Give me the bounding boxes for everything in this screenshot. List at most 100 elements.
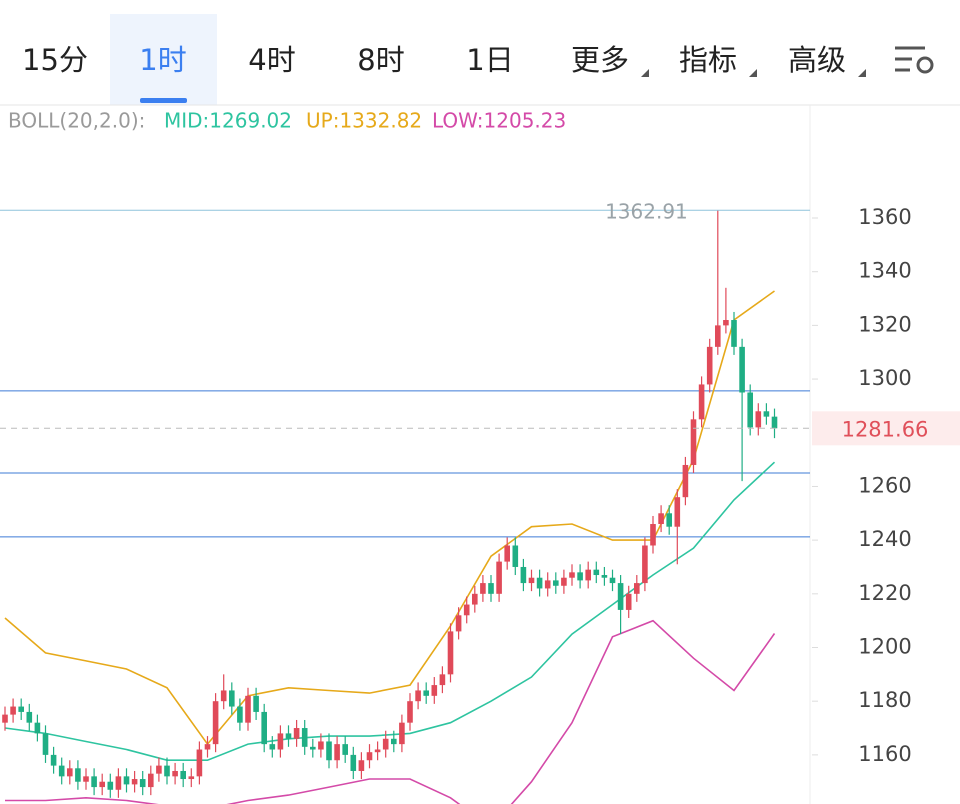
y-tick-label: 1160 bbox=[858, 742, 911, 766]
candle-body bbox=[407, 701, 413, 723]
candle-body bbox=[18, 706, 24, 712]
candle-body bbox=[253, 695, 259, 712]
candle-body bbox=[674, 497, 681, 527]
candle-body bbox=[156, 765, 162, 774]
y-tick-label: 1300 bbox=[858, 366, 911, 390]
candle-body bbox=[277, 733, 284, 750]
candle-body bbox=[220, 690, 227, 702]
candle-body bbox=[553, 580, 559, 586]
candle-body bbox=[666, 513, 672, 527]
candle-body bbox=[650, 524, 656, 546]
plot-area bbox=[0, 210, 810, 804]
candle-body bbox=[229, 690, 235, 707]
candle-body bbox=[504, 545, 510, 562]
candle-body bbox=[480, 583, 486, 594]
tab-label[interactable]: 高级 bbox=[788, 43, 846, 77]
candle-body bbox=[763, 411, 770, 417]
candle-body bbox=[706, 346, 713, 385]
candle-body bbox=[148, 773, 154, 788]
candle-body bbox=[472, 593, 478, 605]
candle-body bbox=[245, 695, 251, 723]
tab-label[interactable]: 8时 bbox=[357, 43, 404, 77]
candle-body bbox=[180, 770, 186, 780]
candle-body bbox=[67, 768, 73, 777]
candle-body bbox=[698, 384, 705, 420]
candle-body bbox=[771, 416, 778, 429]
candle-body bbox=[164, 765, 170, 777]
tab-bar: 15分 1时 4时 8时 1日 更多 指标 高级 bbox=[22, 14, 866, 105]
candle-body bbox=[107, 781, 114, 790]
candle-body bbox=[739, 346, 745, 393]
candle-body bbox=[50, 754, 57, 766]
y-tick-label: 1320 bbox=[858, 312, 911, 336]
candle-body bbox=[520, 566, 527, 584]
dropdown-caret bbox=[749, 69, 757, 77]
candle-body bbox=[690, 419, 697, 465]
candle-body bbox=[91, 776, 97, 788]
settings-icon[interactable] bbox=[895, 46, 934, 74]
candle-body bbox=[139, 779, 146, 788]
y-tick-label: 1220 bbox=[858, 581, 911, 605]
tab-label[interactable]: 指标 bbox=[679, 43, 737, 77]
candle-body bbox=[326, 741, 332, 761]
candle-body bbox=[196, 749, 203, 777]
candle-body bbox=[261, 711, 267, 745]
candle-body bbox=[318, 741, 324, 750]
candle-body bbox=[293, 728, 300, 739]
candle-body bbox=[609, 577, 616, 584]
candle-body bbox=[585, 569, 591, 581]
candle-body bbox=[99, 781, 105, 788]
candle-body bbox=[115, 776, 122, 790]
candle-body bbox=[75, 768, 81, 782]
tab-label[interactable]: 更多 bbox=[571, 43, 629, 77]
candle-body bbox=[131, 779, 138, 785]
candle-body bbox=[2, 714, 8, 723]
candle-body bbox=[544, 580, 551, 589]
tab-label[interactable]: 1时 bbox=[139, 43, 186, 77]
tab-label[interactable]: 4时 bbox=[248, 43, 295, 77]
candle-body bbox=[188, 776, 195, 780]
candle-body bbox=[26, 711, 33, 723]
candle-body bbox=[463, 604, 470, 616]
candle-body bbox=[34, 722, 41, 734]
candle-body bbox=[204, 744, 211, 750]
candle-body bbox=[58, 765, 65, 777]
band-line bbox=[5, 619, 776, 804]
tab-underline bbox=[140, 98, 187, 103]
candle-body bbox=[431, 685, 438, 696]
candle-body bbox=[601, 575, 608, 578]
candle-body bbox=[350, 754, 357, 771]
candle-body bbox=[625, 593, 632, 610]
candle-body bbox=[212, 701, 219, 745]
candle-body bbox=[42, 733, 49, 755]
candle-body bbox=[593, 569, 600, 576]
candle-body bbox=[528, 577, 535, 584]
candle-body bbox=[561, 577, 567, 586]
candle-body bbox=[342, 744, 348, 755]
tab-label[interactable]: 15分 bbox=[22, 43, 88, 77]
tab-label[interactable]: 1日 bbox=[466, 43, 513, 77]
candle-body bbox=[747, 392, 753, 428]
legend-entry: BOLL(20,2.0): bbox=[8, 109, 145, 133]
candle-body bbox=[237, 706, 243, 723]
indicator-legend: BOLL(20,2.0): MID:1269.02 UP:1332.82 LOW:12… bbox=[8, 109, 566, 133]
legend-entry: UP:1332.82 bbox=[306, 109, 422, 133]
candle-body bbox=[682, 464, 689, 498]
candle-body bbox=[488, 583, 494, 594]
candle-body bbox=[536, 577, 543, 589]
candle-body bbox=[285, 733, 292, 739]
candle-body bbox=[447, 631, 454, 675]
candle-body bbox=[715, 325, 721, 347]
band-line bbox=[4, 290, 775, 746]
y-tick-label: 1260 bbox=[858, 473, 911, 497]
last-price-label: 1281.66 bbox=[842, 417, 929, 441]
candle-body bbox=[577, 572, 583, 581]
y-tick-label: 1200 bbox=[858, 635, 911, 659]
candle-body bbox=[423, 690, 429, 696]
candle-body bbox=[399, 722, 405, 745]
candle-body bbox=[10, 706, 16, 715]
candle-body bbox=[334, 744, 340, 761]
candle-body bbox=[658, 513, 664, 525]
